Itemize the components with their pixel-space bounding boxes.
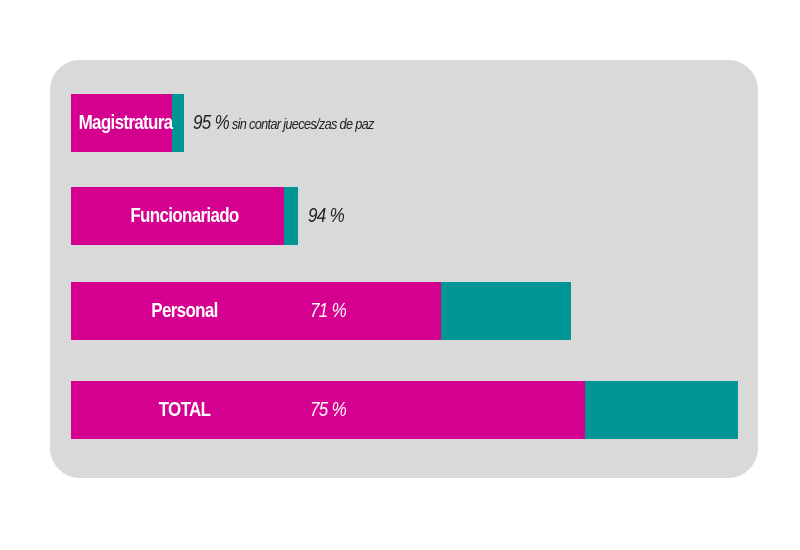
bar-segment-percent: [71, 381, 585, 439]
value-text: 71 %: [310, 300, 347, 322]
bar-funcionariado: [71, 187, 298, 245]
bar-segment-percent: [71, 187, 284, 245]
value-label: 94 %: [308, 187, 345, 245]
value-text: 94 %: [308, 205, 345, 227]
bar-personal: [71, 282, 571, 340]
bar-segment-percent: [71, 94, 172, 152]
bar-segment-remainder: [441, 282, 571, 340]
value-text: 95 %: [193, 112, 230, 134]
bar-segment-remainder: [585, 381, 738, 439]
value-label: 95 % sin contar jueces/zas de paz: [193, 94, 374, 154]
bar-total: [71, 381, 738, 439]
value-label: 71 %: [310, 282, 347, 340]
category-label: Personal: [151, 300, 218, 322]
category-label: TOTAL: [158, 399, 211, 421]
bar-magistratura: [71, 94, 184, 152]
value-note: sin contar jueces/zas de paz: [229, 116, 375, 133]
category-label: Funcionariado: [130, 205, 239, 227]
bar-segment-percent: [71, 282, 441, 340]
bar-segment-remainder: [172, 94, 184, 152]
value-label: 75 %: [310, 381, 347, 439]
category-label: Magistratura: [78, 112, 174, 134]
value-text: 75 %: [310, 399, 347, 421]
bar-segment-remainder: [284, 187, 298, 245]
